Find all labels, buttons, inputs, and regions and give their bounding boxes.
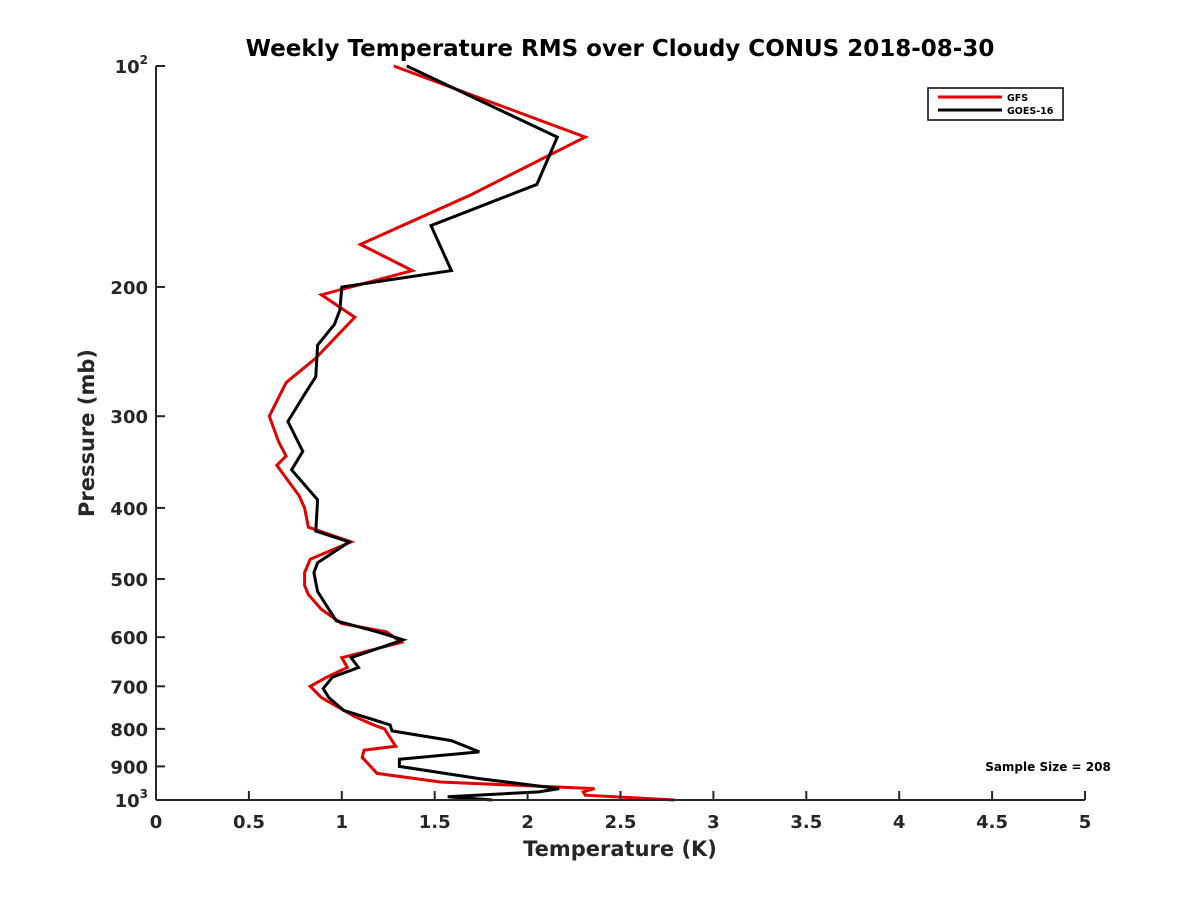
y-tick-label: 900 xyxy=(110,757,148,778)
x-tick-label: 3.5 xyxy=(790,812,822,833)
x-tick-label: 4.5 xyxy=(976,812,1008,833)
legend-label-goes16: GOES-16 xyxy=(1007,106,1054,117)
y-tick-label: 200 xyxy=(110,278,148,299)
series-line-goes16 xyxy=(286,64,560,802)
x-tick-label: 1 xyxy=(336,812,349,833)
y-tick-label: 500 xyxy=(110,570,148,591)
legend-box xyxy=(927,87,1064,121)
y-tick-label: 300 xyxy=(110,407,148,428)
y-tick-label: 103 xyxy=(115,787,148,812)
x-tick-label: 2 xyxy=(521,812,534,833)
x-tick-label: 2.5 xyxy=(605,812,637,833)
x-tick-label: 4 xyxy=(893,812,906,833)
x-tick-label: 3 xyxy=(707,812,720,833)
axes-layer: 0 0.5 1 1.5 2 2.5 3 3.5 4 4.5 5 102 200 300 400 500 600 7… xyxy=(110,53,1091,833)
y-tick-label: 102 xyxy=(115,53,148,78)
x-axis-label: Temperature (K) xyxy=(523,837,717,861)
y-tick-label: 700 xyxy=(110,677,148,698)
y-tick-label: 400 xyxy=(110,499,148,520)
x-tick-label: 5 xyxy=(1079,812,1092,833)
series-line-gfs xyxy=(267,64,675,802)
x-tick-label: 1.5 xyxy=(419,812,451,833)
y-axis-label: Pressure (mb) xyxy=(75,349,99,517)
legend: GFS GOES-16 xyxy=(927,87,1064,121)
y-tick-label: 600 xyxy=(110,628,148,649)
legend-label-gfs: GFS xyxy=(1007,93,1028,104)
sample-size-annotation: Sample Size = 208 xyxy=(985,760,1111,774)
x-tick-label: 0.5 xyxy=(233,812,265,833)
chart-title: Weekly Temperature RMS over Cloudy CONUS… xyxy=(246,36,995,62)
series-layer xyxy=(267,64,675,802)
y-tick-label: 800 xyxy=(110,720,148,741)
x-tick-label: 0 xyxy=(150,812,163,833)
